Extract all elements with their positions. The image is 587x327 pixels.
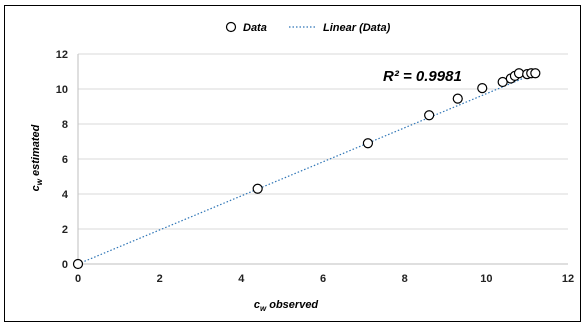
y-tick-label: 8	[62, 119, 68, 131]
x-tick-label: 6	[320, 273, 326, 285]
data-point	[72, 258, 84, 270]
x-tick-label: 12	[562, 273, 574, 285]
legend: Data Linear (Data)	[225, 21, 391, 34]
x-tick-label: 8	[402, 273, 408, 285]
y-tick-label: 12	[56, 49, 68, 61]
legend-marker-data	[225, 21, 237, 33]
y-axis-title-main: c	[30, 185, 42, 191]
y-axis-title: cw estimated	[30, 124, 44, 191]
y-tick-label: 6	[62, 154, 68, 166]
data-point	[362, 138, 374, 149]
x-tick-label: 2	[157, 273, 163, 285]
axes	[77, 54, 568, 265]
x-tick-label: 10	[480, 273, 492, 285]
x-axis-title-main: c	[254, 299, 260, 311]
y-axis-title-sub: w	[35, 178, 44, 185]
x-axis-title: cw observed	[254, 299, 319, 313]
data-point	[530, 68, 541, 79]
y-tick-label: 10	[56, 84, 68, 96]
x-axis-title-sub: w	[260, 304, 267, 313]
y-tick-label: 0	[62, 259, 68, 271]
data-point	[477, 83, 488, 94]
y-axis-title-rest: estimated	[30, 124, 42, 179]
trendline-layer	[77, 72, 536, 265]
y-tick-label: 2	[62, 224, 68, 236]
x-tick-label: 0	[75, 273, 81, 285]
data-point	[252, 183, 263, 194]
tick-labels: 0 2 4 6 8 10 12 0 2 4 6 8 10 12	[56, 49, 574, 285]
data-point	[452, 93, 463, 104]
legend-label-data: Data	[243, 22, 267, 34]
data-points	[72, 68, 541, 270]
scatter-chart: 0 2 4 6 8 10 12 0 2 4 6 8 10 12 Data Linear (Data) R²…	[30, 21, 574, 313]
legend-label-linear: Linear (Data)	[323, 22, 391, 34]
linear-trendline	[77, 72, 536, 265]
x-axis-title-rest: observed	[266, 299, 318, 311]
x-tick-label: 4	[238, 273, 245, 285]
chart-frame: 0 2 4 6 8 10 12 0 2 4 6 8 10 12 Data Linear (Data) R²…	[4, 5, 581, 322]
r-squared-annotation: R² = 0.9981	[383, 68, 462, 85]
grid-lines	[78, 53, 568, 230]
data-point	[424, 110, 435, 121]
y-tick-label: 4	[62, 189, 69, 201]
